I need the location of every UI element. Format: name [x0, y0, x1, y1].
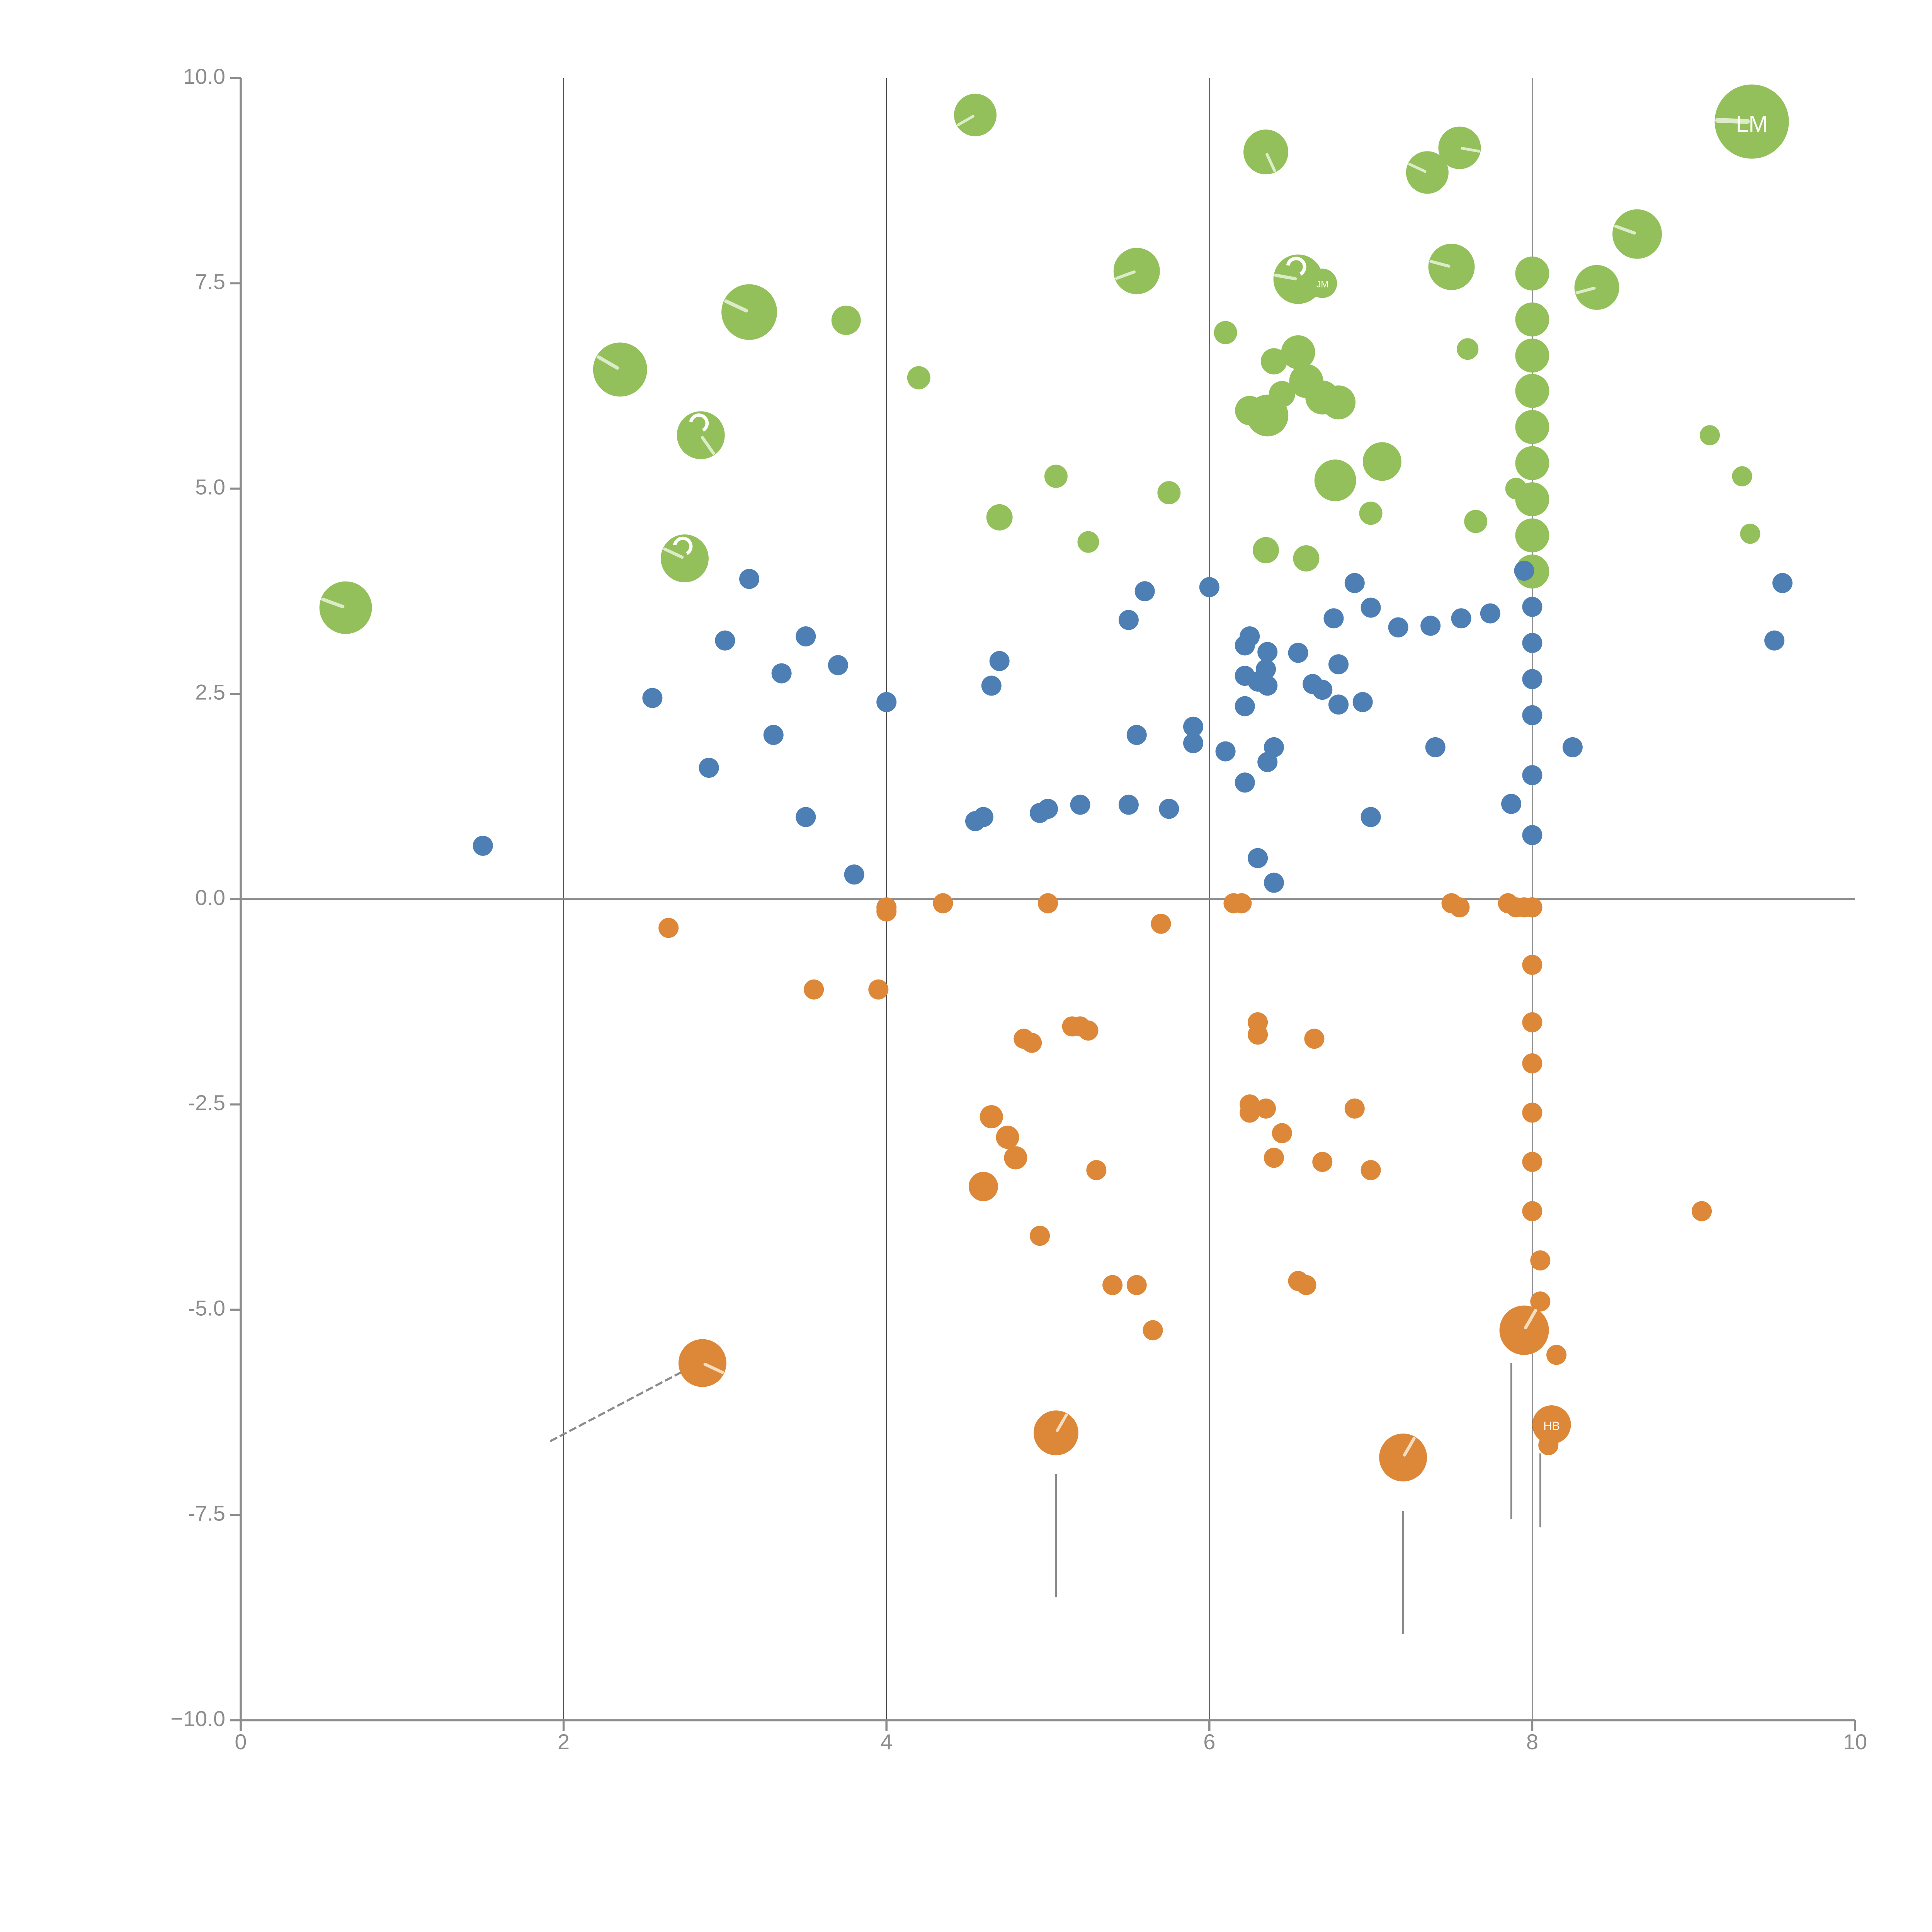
svg-text:-2.5: -2.5: [188, 1090, 226, 1115]
svg-text:-5.0: -5.0: [188, 1296, 226, 1320]
svg-text:2.5: 2.5: [195, 680, 225, 704]
svg-text:10.0: 10.0: [183, 64, 225, 88]
svg-text:HB: HB: [1543, 1419, 1560, 1433]
svg-text:6: 6: [1203, 1730, 1215, 1754]
svg-text:8: 8: [1526, 1730, 1538, 1754]
svg-text:0: 0: [235, 1730, 247, 1754]
svg-text:JM: JM: [1316, 279, 1328, 289]
svg-text:10: 10: [1843, 1730, 1867, 1754]
svg-text:LM: LM: [1736, 111, 1768, 137]
svg-text:4: 4: [881, 1730, 893, 1754]
svg-text:−10.0: −10.0: [170, 1706, 225, 1731]
svg-text:0.0: 0.0: [195, 885, 225, 910]
svg-text:2: 2: [558, 1730, 570, 1754]
svg-text:7.5: 7.5: [195, 269, 225, 294]
svg-text:5.0: 5.0: [195, 474, 225, 499]
svg-text:-7.5: -7.5: [188, 1501, 226, 1526]
